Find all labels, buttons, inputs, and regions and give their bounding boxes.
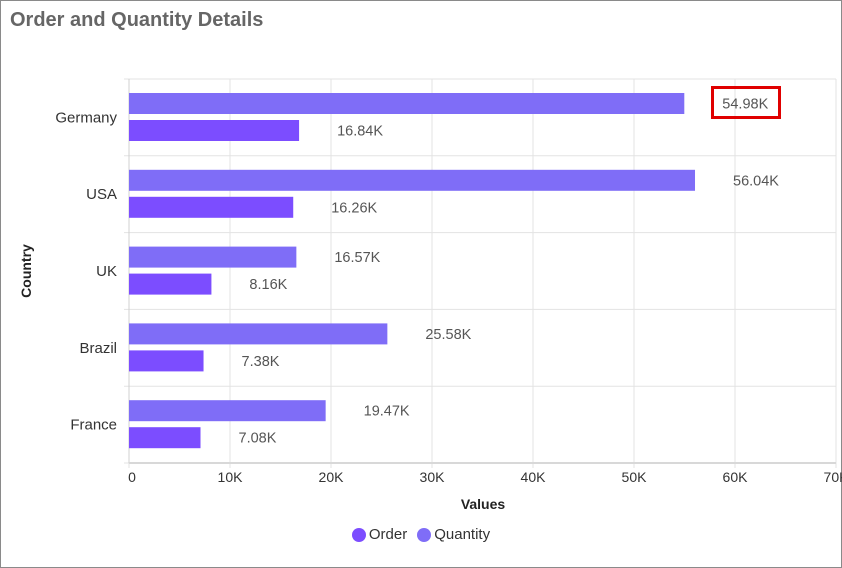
data-label-order: 16.84K [337,124,383,140]
bar-order [129,273,212,295]
y-tick-label: Germany [55,109,117,126]
bar-order [129,427,201,449]
legend-label-quantity: Quantity [434,526,491,543]
y-tick-label: USA [86,186,117,203]
x-tick-label: 30K [420,469,446,485]
data-label-order: 7.08K [239,431,277,447]
data-label-quantity: 25.58K [425,327,471,343]
data-label-quantity: 16.57K [334,250,380,266]
bar-quantity [129,246,297,268]
data-label-order: 8.16K [249,277,287,293]
highlight-box [711,86,781,119]
bar-quantity [129,323,388,345]
x-axis-title: Values [461,496,506,512]
data-label-quantity: 19.47K [364,404,410,420]
bar-order [129,196,294,218]
x-tick-label: 20K [319,469,345,485]
y-tick-label: Brazil [79,340,117,357]
x-tick-label: 0 [128,469,136,485]
data-label-quantity: 54.98K [722,97,768,113]
legend-marker-quantity [417,527,432,542]
data-label-order: 7.38K [242,354,280,370]
legend-marker-order [351,527,366,542]
x-tick-label: 70K [824,469,842,485]
x-tick-label: 60K [723,469,749,485]
data-label-quantity: 56.04K [733,173,779,189]
bar-order [129,120,300,141]
y-tick-label: UK [96,263,117,280]
bar-quantity [129,93,685,114]
bar-quantity [129,169,696,191]
data-label-order: 16.26K [331,200,377,216]
legend: Order Quantity [0,526,842,543]
x-tick-label: 10K [218,469,244,485]
legend-item-order[interactable]: Order [351,526,408,543]
legend-label-order: Order [368,526,408,543]
y-tick-label: France [70,417,117,434]
chart-title: Order and Quantity Details [10,9,264,31]
x-tick-label: 50K [622,469,648,485]
legend-item-quantity[interactable]: Quantity [417,526,490,543]
x-tick-label: 40K [521,469,547,485]
y-axis-title: Country [18,244,34,298]
bar-quantity [129,400,326,422]
bar-order [129,350,204,372]
